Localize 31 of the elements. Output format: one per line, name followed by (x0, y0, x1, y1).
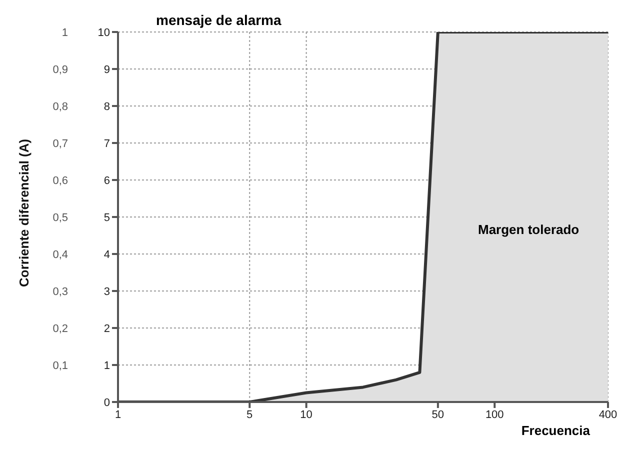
y-tick-label: 6 (104, 174, 110, 187)
x-tick-label: 10 (300, 408, 312, 421)
y2-tick-label: 0,9 (52, 64, 68, 76)
annotation: Margen tolerado (478, 222, 580, 237)
x-tick-label: 1 (114, 408, 122, 421)
y-tick-label: 8 (104, 100, 110, 113)
y-tick-label: 4 (104, 248, 110, 261)
y2-axis-title: Corriente diferencial (A) (16, 138, 32, 287)
y-tick-label: 5 (104, 212, 110, 224)
y2-tick-label: 0,3 (52, 286, 68, 298)
y2-tick-label: 0,6 (52, 174, 68, 187)
y2-tick-label: 0,1 (52, 360, 68, 372)
y-tick-label: 3 (104, 286, 110, 298)
y-tick-label: 2 (104, 322, 110, 335)
x-axis-title: Frecuencia (521, 423, 590, 438)
y2-tick-label: 1 (62, 26, 68, 39)
y2-tick-label: 0,2 (52, 322, 68, 335)
x-tick-label: 400 (598, 408, 618, 421)
y-tick-label: 7 (104, 138, 110, 150)
y-tick-label: 1 (104, 360, 110, 372)
y-tick-label: 9 (104, 64, 110, 76)
y-tick-label: 0 (104, 396, 110, 409)
x-tick-label: 5 (246, 408, 253, 421)
y2-tick-label: 0,7 (52, 138, 68, 150)
y2-tick-label: 0,5 (52, 212, 68, 224)
x-tick-label: 100 (485, 408, 504, 421)
y2-tick-label: 0,4 (52, 248, 68, 261)
x-tick-label: 50 (432, 408, 444, 421)
y-tick-label: 10 (98, 26, 110, 39)
y2-tick-label: 0,8 (52, 100, 68, 113)
chart-title: mensaje de alarma (156, 12, 282, 28)
